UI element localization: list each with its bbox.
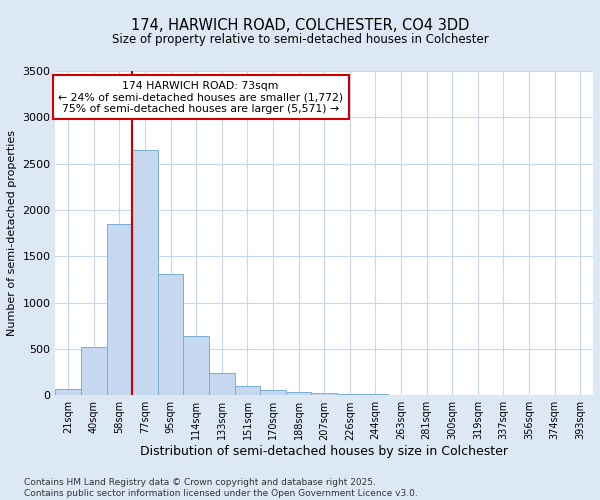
Text: 174 HARWICH ROAD: 73sqm
← 24% of semi-detached houses are smaller (1,772)
75% of: 174 HARWICH ROAD: 73sqm ← 24% of semi-de… — [58, 80, 343, 114]
Bar — [209, 372, 235, 396]
Text: 174, HARWICH ROAD, COLCHESTER, CO4 3DD: 174, HARWICH ROAD, COLCHESTER, CO4 3DD — [131, 18, 469, 32]
Bar — [362, 394, 388, 396]
Y-axis label: Number of semi-detached properties: Number of semi-detached properties — [7, 130, 17, 336]
Bar — [286, 392, 311, 396]
Bar — [81, 346, 107, 396]
Bar — [235, 386, 260, 396]
Text: Size of property relative to semi-detached houses in Colchester: Size of property relative to semi-detach… — [112, 32, 488, 46]
Bar — [337, 394, 362, 396]
Bar — [55, 389, 81, 396]
Bar — [107, 224, 132, 396]
Bar — [260, 390, 286, 396]
Bar — [132, 150, 158, 396]
Bar — [184, 336, 209, 396]
Bar — [158, 274, 184, 396]
Text: Contains HM Land Registry data © Crown copyright and database right 2025.
Contai: Contains HM Land Registry data © Crown c… — [24, 478, 418, 498]
Bar — [311, 393, 337, 396]
X-axis label: Distribution of semi-detached houses by size in Colchester: Distribution of semi-detached houses by … — [140, 445, 508, 458]
